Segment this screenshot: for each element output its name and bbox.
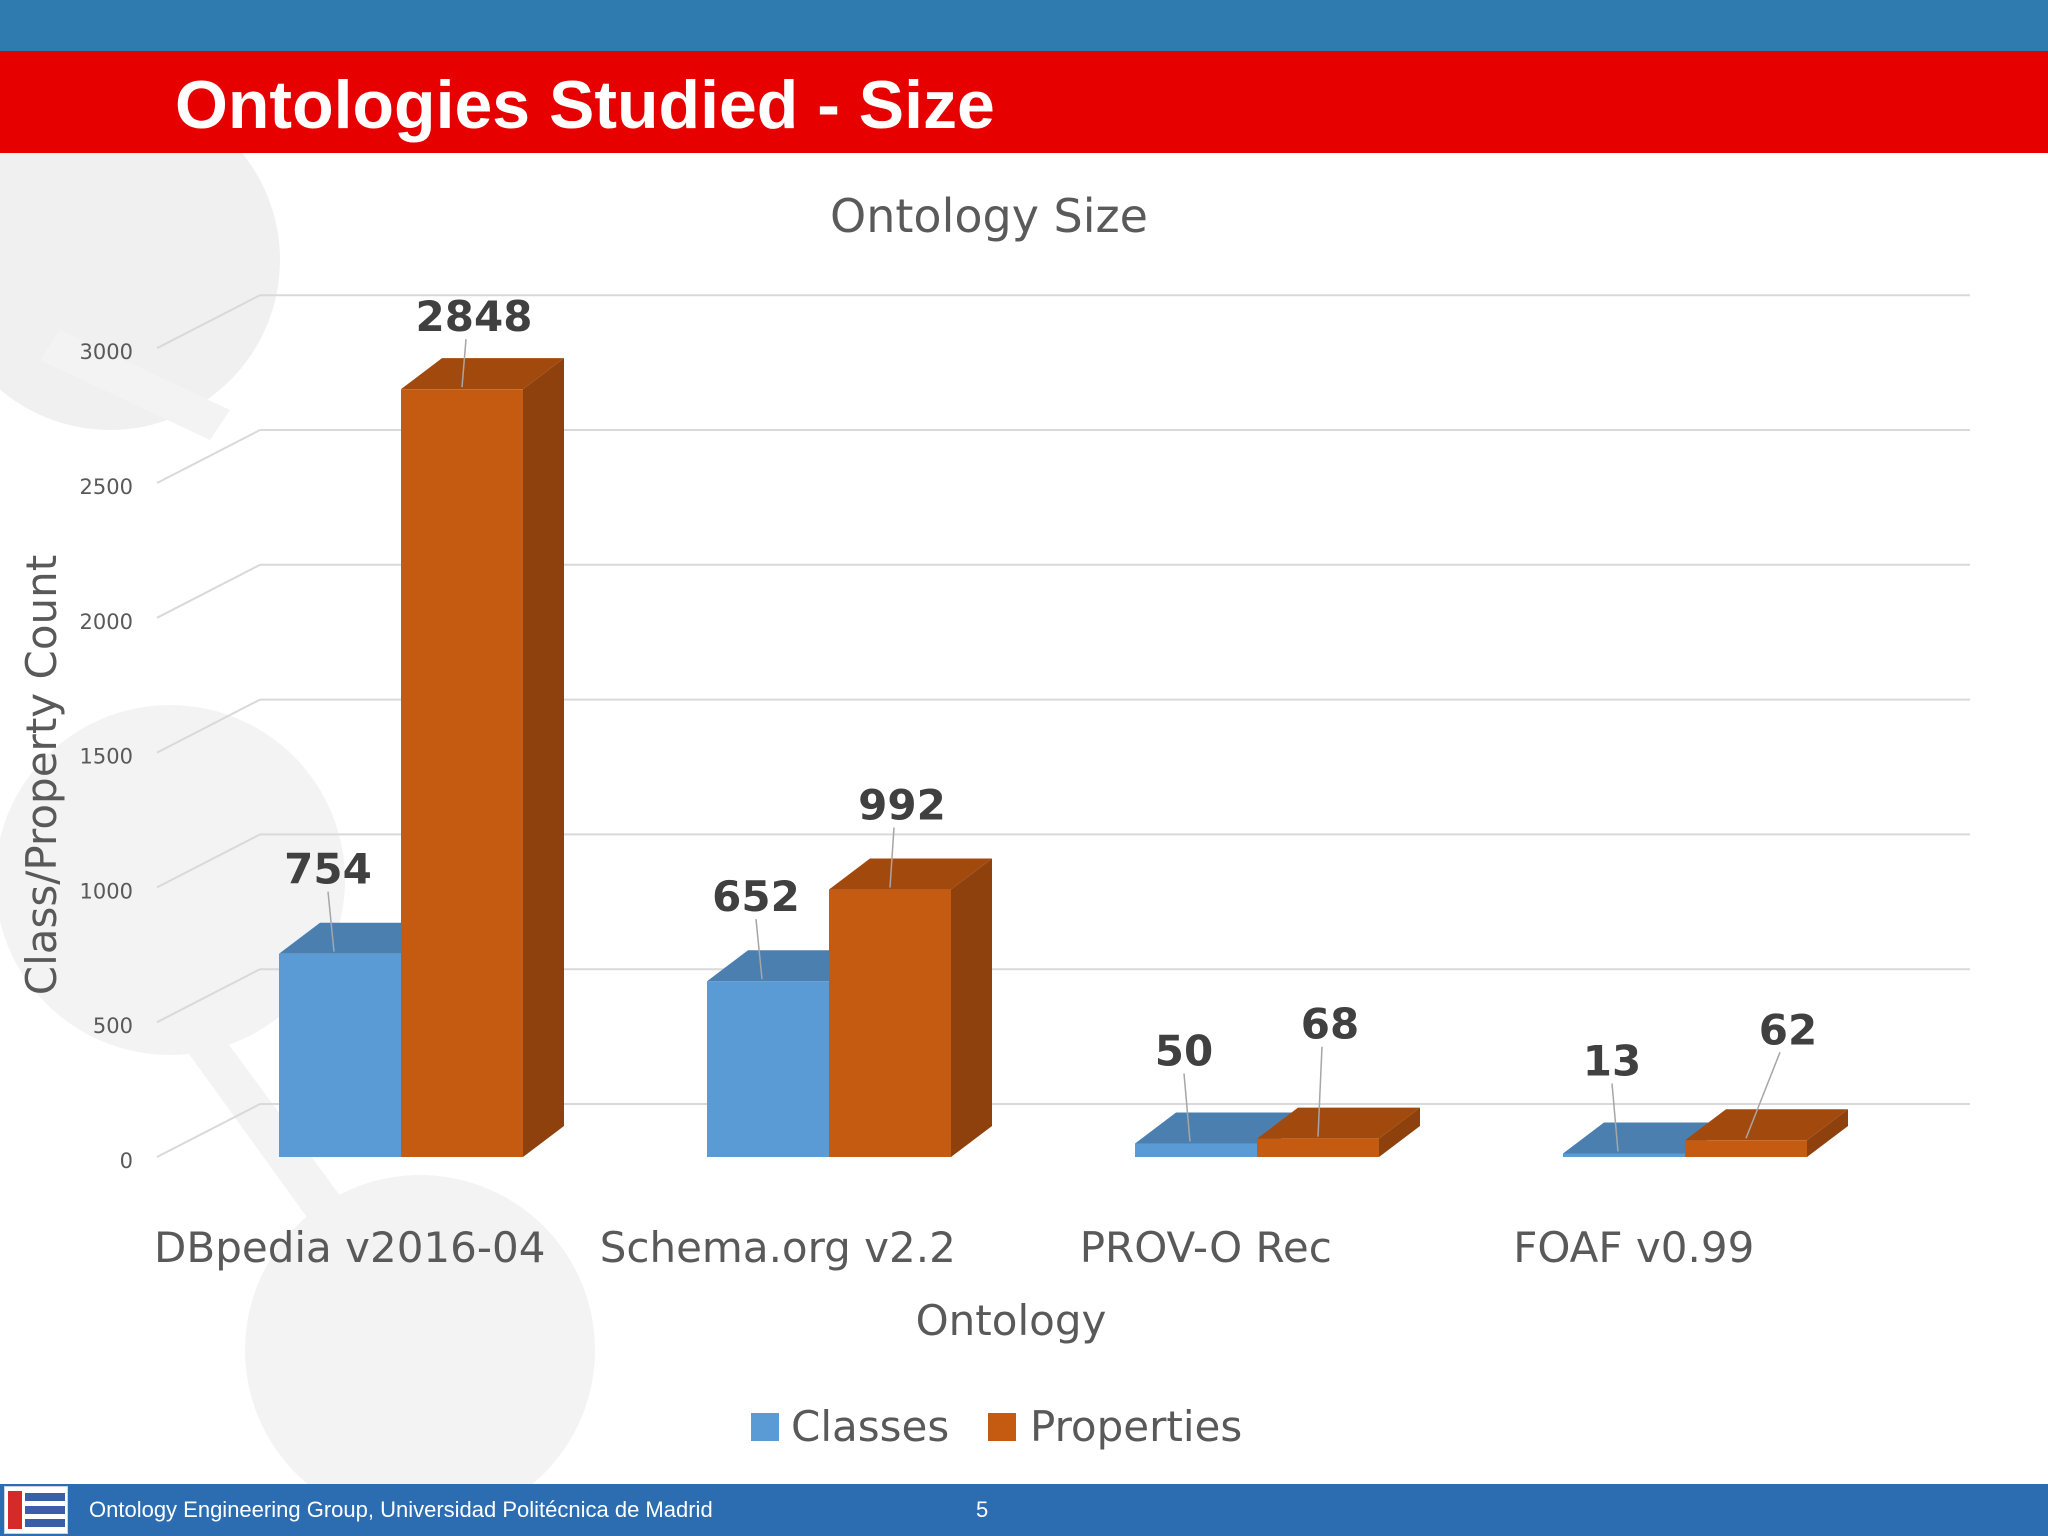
background-decoration — [0, 153, 595, 1484]
bar-properties-schema-org-v2-2-side — [951, 858, 992, 1157]
bar-properties-prov-o-rec-front — [1257, 1138, 1379, 1157]
ontology-size-chart: Ontology Size 0 500 1000 1500 2000 2500 3000 C… — [17, 189, 1970, 1451]
gridline-diagonal — [156, 294, 261, 350]
gridline-diagonal — [156, 968, 261, 1024]
bar-properties-dbpedia-v2016-04-top — [401, 358, 564, 390]
bar-properties-schema-org-v2-2-front — [829, 889, 951, 1157]
y-tick-label: 500 — [93, 1014, 133, 1038]
gridline-diagonal — [156, 698, 261, 754]
leader-line — [1745, 1052, 1781, 1139]
bar-properties-dbpedia-v2016-04-front — [401, 389, 523, 1157]
y-axis-ticks: 0 500 1000 1500 2000 2500 3000 — [80, 340, 133, 1173]
chart-title: Ontology Size — [830, 189, 1148, 243]
gridline-diagonal — [156, 563, 261, 619]
footer-bar — [0, 1484, 2048, 1536]
title-bar — [0, 51, 2048, 153]
legend-label-classes: Classes — [791, 1402, 949, 1451]
y-tick-label: 1500 — [80, 745, 133, 769]
leader-line — [1317, 1046, 1323, 1137]
data-label-properties-prov-o-rec: 68 — [1301, 1000, 1359, 1049]
data-label-classes-dbpedia-v2016-04: 754 — [284, 845, 372, 894]
oeg-logo — [4, 1486, 68, 1534]
data-label-properties-foaf-v0-99: 62 — [1759, 1005, 1817, 1054]
y-tick-label: 3000 — [80, 340, 133, 364]
legend-label-properties: Properties — [1030, 1402, 1242, 1451]
category-label-prov-o-rec: PROV-O Rec — [1080, 1223, 1332, 1272]
gridline-diagonal — [156, 1103, 261, 1158]
bar-classes-foaf-v0-99-front — [1563, 1153, 1685, 1157]
leader-line — [889, 827, 895, 888]
gridline-diagonal — [156, 833, 261, 889]
leader-line — [1611, 1083, 1619, 1152]
category-label-schema-org-v2-2: Schema.org v2.2 — [600, 1223, 956, 1272]
leader-line — [755, 919, 763, 980]
data-label-properties-schema-org-v2-2: 992 — [858, 781, 946, 830]
bar-properties-foaf-v0-99-front — [1685, 1140, 1807, 1157]
bar-properties-prov-o-rec-top — [1257, 1107, 1420, 1139]
bar-properties-foaf-v0-99 — [1685, 1109, 1848, 1157]
leader-line — [1183, 1073, 1191, 1142]
y-tick-label: 1000 — [80, 879, 133, 903]
bar-properties-foaf-v0-99-top — [1685, 1109, 1848, 1141]
y-axis-title: Class/Property Count — [17, 555, 66, 995]
bar-properties-dbpedia-v2016-04 — [401, 358, 564, 1157]
gridline-diagonal — [156, 429, 261, 484]
data-labels: 754 2848 652 992 50 68 13 62 — [284, 292, 1817, 1152]
leader-line — [461, 339, 467, 388]
bar-classes-prov-o-rec-front — [1135, 1143, 1257, 1157]
bars — [279, 358, 1848, 1157]
x-axis-title: Ontology — [916, 1296, 1107, 1345]
bar-properties-dbpedia-v2016-04-side — [523, 358, 564, 1157]
y-tick-label: 0 — [120, 1149, 133, 1173]
bar-properties-schema-org-v2-2-top — [829, 858, 992, 890]
legend-swatch-classes — [751, 1413, 779, 1441]
category-label-dbpedia-v2016-04: DBpedia v2016-04 — [154, 1223, 545, 1272]
bar-properties-foaf-v0-99-side — [1807, 1109, 1848, 1157]
leader-line — [327, 891, 335, 952]
bar-classes-prov-o-rec-top — [1135, 1112, 1298, 1144]
y-tick-label: 2000 — [80, 610, 133, 634]
bar-classes-dbpedia-v2016-04-front — [279, 953, 401, 1157]
legend: Classes Properties — [751, 1402, 1242, 1451]
data-label-classes-schema-org-v2-2: 652 — [712, 872, 800, 921]
bar-classes-schema-org-v2-2-front — [707, 981, 829, 1157]
page-number: 5 — [976, 1497, 989, 1522]
bar-properties-prov-o-rec — [1257, 1107, 1420, 1157]
y-tick-label: 2500 — [80, 475, 133, 499]
slide-title: Ontologies Studied - Size — [175, 67, 995, 143]
legend-swatch-properties — [988, 1413, 1016, 1441]
footer-text: Ontology Engineering Group, Universidad … — [89, 1497, 713, 1522]
data-label-classes-foaf-v0-99: 13 — [1583, 1036, 1641, 1085]
data-label-properties-dbpedia-v2016-04: 2848 — [416, 292, 533, 341]
top-bar — [0, 0, 2048, 51]
bar-properties-prov-o-rec-side — [1379, 1107, 1420, 1157]
data-label-classes-prov-o-rec: 50 — [1155, 1027, 1213, 1076]
bar-properties-schema-org-v2-2 — [829, 858, 992, 1157]
category-label-foaf-v0-99: FOAF v0.99 — [1513, 1223, 1754, 1272]
x-axis-categories: DBpedia v2016-04 Schema.org v2.2 PROV-O Re… — [154, 1223, 1754, 1272]
